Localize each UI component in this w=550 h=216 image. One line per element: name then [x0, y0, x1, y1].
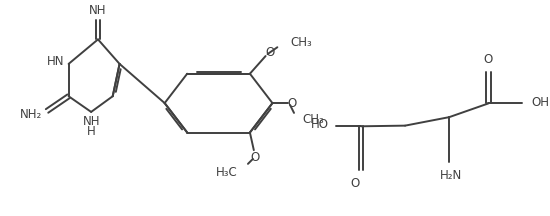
Text: HO: HO — [311, 118, 329, 131]
Text: O: O — [250, 151, 260, 164]
Text: OH: OH — [532, 96, 550, 109]
Text: O: O — [350, 177, 360, 190]
Text: NH₂: NH₂ — [20, 108, 42, 121]
Text: CH₃: CH₃ — [303, 113, 324, 126]
Text: HN: HN — [47, 56, 64, 68]
Text: O: O — [484, 52, 493, 65]
Text: O: O — [265, 46, 274, 59]
Text: CH₃: CH₃ — [290, 36, 312, 49]
Text: NH: NH — [89, 5, 107, 17]
Text: O: O — [288, 97, 296, 110]
Text: H₃C: H₃C — [216, 166, 237, 179]
Text: H: H — [87, 125, 96, 138]
Text: NH: NH — [82, 115, 100, 128]
Text: H₂N: H₂N — [440, 169, 462, 182]
